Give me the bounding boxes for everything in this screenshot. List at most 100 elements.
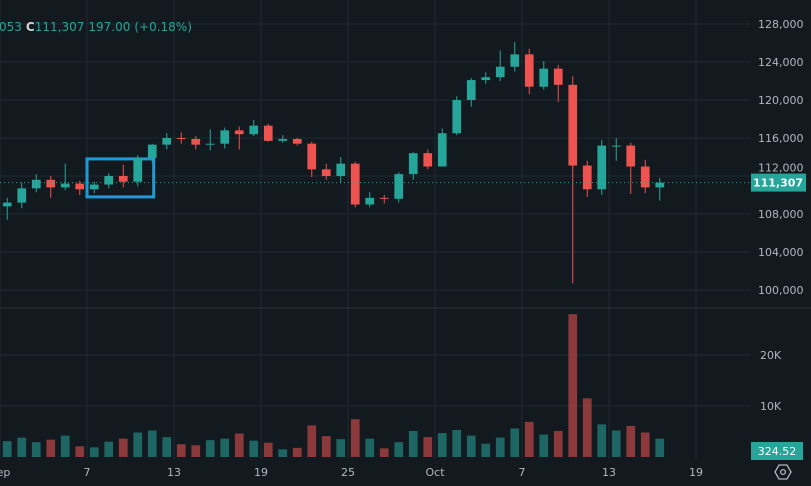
price-tick-label: 124,000 (758, 56, 804, 69)
price-tick-label: 116,000 (758, 132, 804, 145)
volume-bar (17, 437, 27, 457)
candle-body (524, 54, 534, 87)
candle-body (17, 188, 27, 203)
legend-close-value: 111,307 (34, 20, 85, 34)
volume-bar (466, 435, 476, 457)
candle-body (510, 54, 520, 67)
candle-body (46, 179, 56, 188)
candle-body (292, 138, 302, 144)
time-tick-label: 13 (167, 466, 181, 479)
annotation-rectangle[interactable] (85, 157, 156, 199)
time-tick-label: 7 (84, 466, 91, 479)
volume-bar (365, 438, 375, 457)
last-volume-badge (751, 442, 803, 460)
volume-bar (220, 438, 230, 457)
volume-bar (655, 438, 665, 457)
candle-body (89, 184, 99, 190)
candle-body (307, 143, 317, 170)
volume-bar (510, 428, 520, 457)
volume-bar (437, 433, 447, 457)
volume-bar (321, 436, 331, 457)
volume-bar (205, 440, 215, 457)
candle-body (350, 163, 360, 205)
volume-bar (75, 446, 85, 457)
candle-body (118, 176, 128, 182)
volume-bar (640, 432, 650, 457)
grid (0, 0, 811, 459)
candle-body (394, 174, 404, 199)
candle-body (452, 100, 462, 134)
price-tick-label: 128,000 (758, 18, 804, 31)
volume-bar (31, 442, 41, 457)
legend-change-pct: (+0.18%) (134, 20, 192, 34)
volume-bar (626, 425, 636, 457)
candle-body (133, 157, 143, 182)
volume-bar (568, 314, 578, 457)
legend-open: 053 (0, 20, 22, 34)
volume-bar (524, 421, 534, 457)
volume-bar (147, 430, 157, 457)
candle-body (365, 197, 375, 205)
price-tick-label: 120,000 (758, 94, 804, 107)
volume-bar (2, 441, 12, 457)
candle-body (191, 138, 201, 145)
candle-body (539, 68, 549, 87)
candle-body (626, 145, 636, 167)
volume-bar (379, 448, 389, 457)
candle-body (220, 130, 230, 144)
candle-body (205, 143, 215, 145)
candle-body (408, 153, 418, 175)
candle-body (278, 138, 288, 141)
axes: 128,000 124,000 120,000 116,000 112,000 108,0… (0, 18, 806, 479)
last-price-label: 111,307 (753, 177, 803, 190)
settings-hexagon-icon[interactable] (774, 463, 792, 481)
candles (2, 42, 665, 284)
candle-body (423, 153, 433, 167)
candle-body (60, 183, 70, 188)
volume-bar (118, 438, 128, 457)
last-volume-label: 324.52 (758, 445, 797, 458)
volume-tick-label: 20K (760, 349, 782, 362)
candle-body (234, 130, 244, 135)
candle-body (379, 197, 389, 199)
legend-close-label: C (25, 20, 35, 34)
time-tick-label: Sep (0, 466, 10, 479)
volume-bar (582, 398, 592, 457)
volume-bar (176, 444, 186, 457)
annotation-layer[interactable] (85, 157, 156, 199)
volume-bar (89, 447, 99, 457)
candle-body (553, 68, 563, 85)
time-tick-label: 25 (341, 466, 355, 479)
candle-body (31, 179, 41, 189)
candle-body (597, 145, 607, 190)
price-tick-label: 100,000 (758, 284, 804, 297)
ohlc-legend: 053 C111,307 197.00 (+0.18%) (0, 20, 196, 34)
candle-body (437, 133, 447, 167)
candle-body (481, 77, 491, 81)
candle-body (263, 125, 273, 141)
candle-body (249, 125, 259, 135)
volume-bar (191, 445, 201, 457)
candle-body (611, 145, 621, 147)
volume-bar (249, 440, 259, 457)
volume-bar (452, 429, 462, 457)
candle-body (568, 84, 578, 166)
time-tick-label: 19 (689, 466, 703, 479)
candle-body (466, 80, 476, 100)
volume-bar (162, 437, 172, 457)
last-price-badge (751, 173, 806, 192)
legend-change: 197.00 (88, 20, 131, 34)
volume-bar (597, 424, 607, 457)
candle-body (655, 182, 665, 188)
volume-bar (408, 430, 418, 457)
volume-bar (263, 442, 273, 457)
volume-bar (292, 447, 302, 457)
candle-body (75, 183, 85, 190)
volume-bar (46, 439, 56, 457)
time-tick-label: 13 (602, 466, 616, 479)
price-tick-label: 104,000 (758, 246, 804, 259)
volume-tick-label: 10K (760, 400, 782, 413)
candle-body (176, 138, 186, 139)
candle-body (640, 166, 650, 188)
